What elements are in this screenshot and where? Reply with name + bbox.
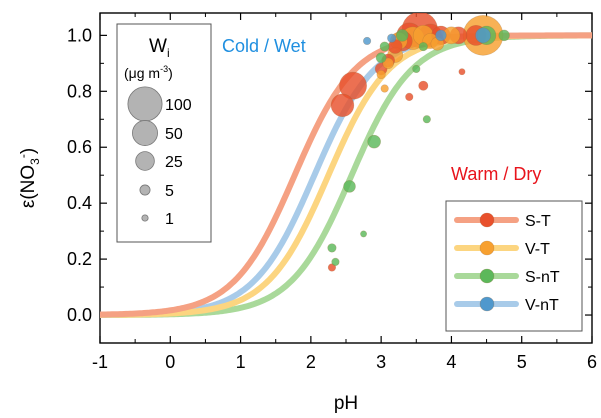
x-tick-label: 6	[587, 352, 597, 372]
size-legend-items: 100 50 25 5 1	[127, 86, 192, 228]
legend-label-s-nt: S-nT	[525, 269, 560, 286]
y-axis: 0.0 0.2 0.4 0.6 0.8 1.0	[67, 25, 592, 325]
y-tick-label: 0.0	[67, 305, 92, 325]
x-axis: -1 0 1 2 3 4 5 6	[92, 13, 597, 372]
x-tick-label: 0	[165, 352, 175, 372]
data-point-s-nt	[418, 41, 428, 52]
y-tick-label: 0.8	[67, 81, 92, 101]
x-axis-title: pH	[334, 393, 358, 414]
data-point-s-nt	[331, 257, 340, 266]
data-point-s-t	[330, 93, 355, 117]
data-point-v-nt	[435, 29, 447, 42]
annotation-cold-wet: Cold / Wet	[222, 36, 306, 56]
y-tick-label: 0.2	[67, 249, 92, 269]
size-legend-title: Wi	[149, 36, 170, 60]
y-axis-title: ε(NO3-)	[16, 148, 42, 208]
x-tick-label: 2	[306, 352, 316, 372]
y-tick-label: 0.4	[67, 193, 92, 213]
data-point-s-nt	[379, 41, 390, 52]
data-point-v-t	[380, 84, 389, 93]
data-point-s-t	[339, 71, 367, 100]
data-point-s-nt	[395, 29, 409, 42]
data-points	[327, 13, 510, 272]
series-legend: S-T V-T S-nT V-nT	[445, 200, 583, 332]
data-point-v-nt	[387, 33, 397, 43]
legend-marker-s-t	[479, 212, 495, 228]
data-point-v-t	[382, 57, 394, 70]
data-point-s-t	[418, 80, 429, 91]
data-point-s-t	[458, 68, 466, 76]
legend-marker-s-nt	[479, 268, 495, 284]
x-tick-label: 5	[517, 352, 527, 372]
size-legend-unit: (μg m-3)	[124, 64, 173, 81]
size-legend-label: 1	[165, 211, 174, 228]
size-legend-marker	[135, 151, 155, 171]
x-tick-label: 4	[446, 352, 456, 372]
size-legend-label: 100	[165, 97, 192, 114]
data-point-s-t	[405, 92, 414, 101]
size-legend-marker	[139, 184, 151, 196]
size-legend-marker	[132, 120, 158, 146]
legend-label-v-t: V-T	[525, 241, 550, 258]
y-tick-label: 1.0	[67, 25, 92, 45]
data-point-s-nt	[498, 29, 510, 42]
data-point-s-nt	[412, 64, 421, 74]
size-legend-label: 5	[165, 183, 174, 200]
data-point-s-nt	[375, 52, 387, 64]
size-legend-marker	[127, 86, 163, 122]
data-point-s-nt	[367, 134, 381, 149]
annotation-warm-dry: Warm / Dry	[451, 164, 541, 184]
data-point-s-t	[327, 263, 337, 272]
data-point-v-t	[376, 69, 386, 80]
legend-marker-v-t	[479, 240, 495, 256]
size-legend: Wi (μg m-3) 100 50 25 5 1	[116, 23, 212, 243]
series-legend-items: S-T V-T S-nT V-nT	[454, 212, 560, 314]
legend-label-s-t: S-T	[525, 213, 551, 230]
size-legend-label: 25	[165, 154, 183, 171]
legend-label-v-nt: V-nT	[525, 297, 559, 314]
legend-marker-v-nt	[479, 296, 495, 312]
data-point-s-nt	[327, 243, 337, 253]
data-point-v-nt	[475, 27, 491, 44]
data-point-s-nt	[343, 180, 356, 193]
data-point-s-nt	[360, 230, 368, 238]
size-legend-marker	[141, 214, 149, 222]
size-legend-label: 50	[165, 126, 183, 143]
x-tick-label: 3	[376, 352, 386, 372]
data-point-v-nt	[362, 36, 372, 46]
y-tick-label: 0.6	[67, 137, 92, 157]
data-point-s-nt	[422, 115, 431, 124]
x-tick-label: -1	[92, 352, 108, 372]
x-tick-label: 1	[236, 352, 246, 372]
